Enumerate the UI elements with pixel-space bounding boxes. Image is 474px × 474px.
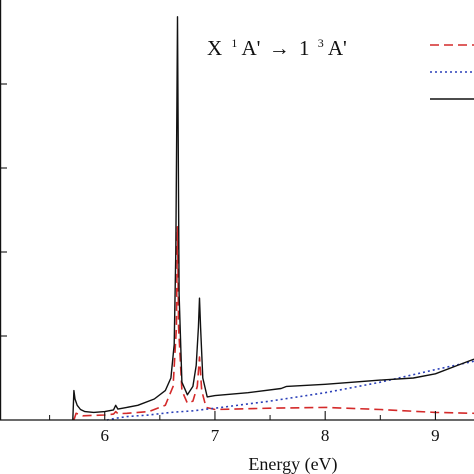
annotation-sup-left: 1: [231, 36, 237, 50]
x-tick-label: 7: [211, 426, 220, 445]
series-line-3: [72, 16, 474, 421]
annotation-sym-left: A': [242, 36, 261, 60]
tick-group: 6 7 8 9: [0, 83, 440, 445]
annotation-sup-right: 3: [318, 36, 324, 50]
annotation-state-right: 1: [299, 36, 310, 60]
annotation-sym-right: A': [328, 36, 347, 60]
x-axis-title: Energy (eV): [248, 454, 337, 474]
legend: [430, 44, 474, 100]
annotation-label: X 1 A' → 1 3 A': [207, 28, 347, 60]
series-line-1: [73, 226, 474, 421]
svg-text:X 1 A' →: X 1 A' → 1 3 A': [207, 28, 347, 60]
axes-frame: [0, 0, 474, 421]
x-tick-label: 9: [431, 426, 440, 445]
series-group: [72, 16, 474, 421]
annotation-state-left: X: [207, 36, 222, 60]
x-tick-label: 6: [100, 426, 109, 445]
x-tick-label: 8: [321, 426, 330, 445]
annotation-arrow: →: [269, 36, 290, 60]
